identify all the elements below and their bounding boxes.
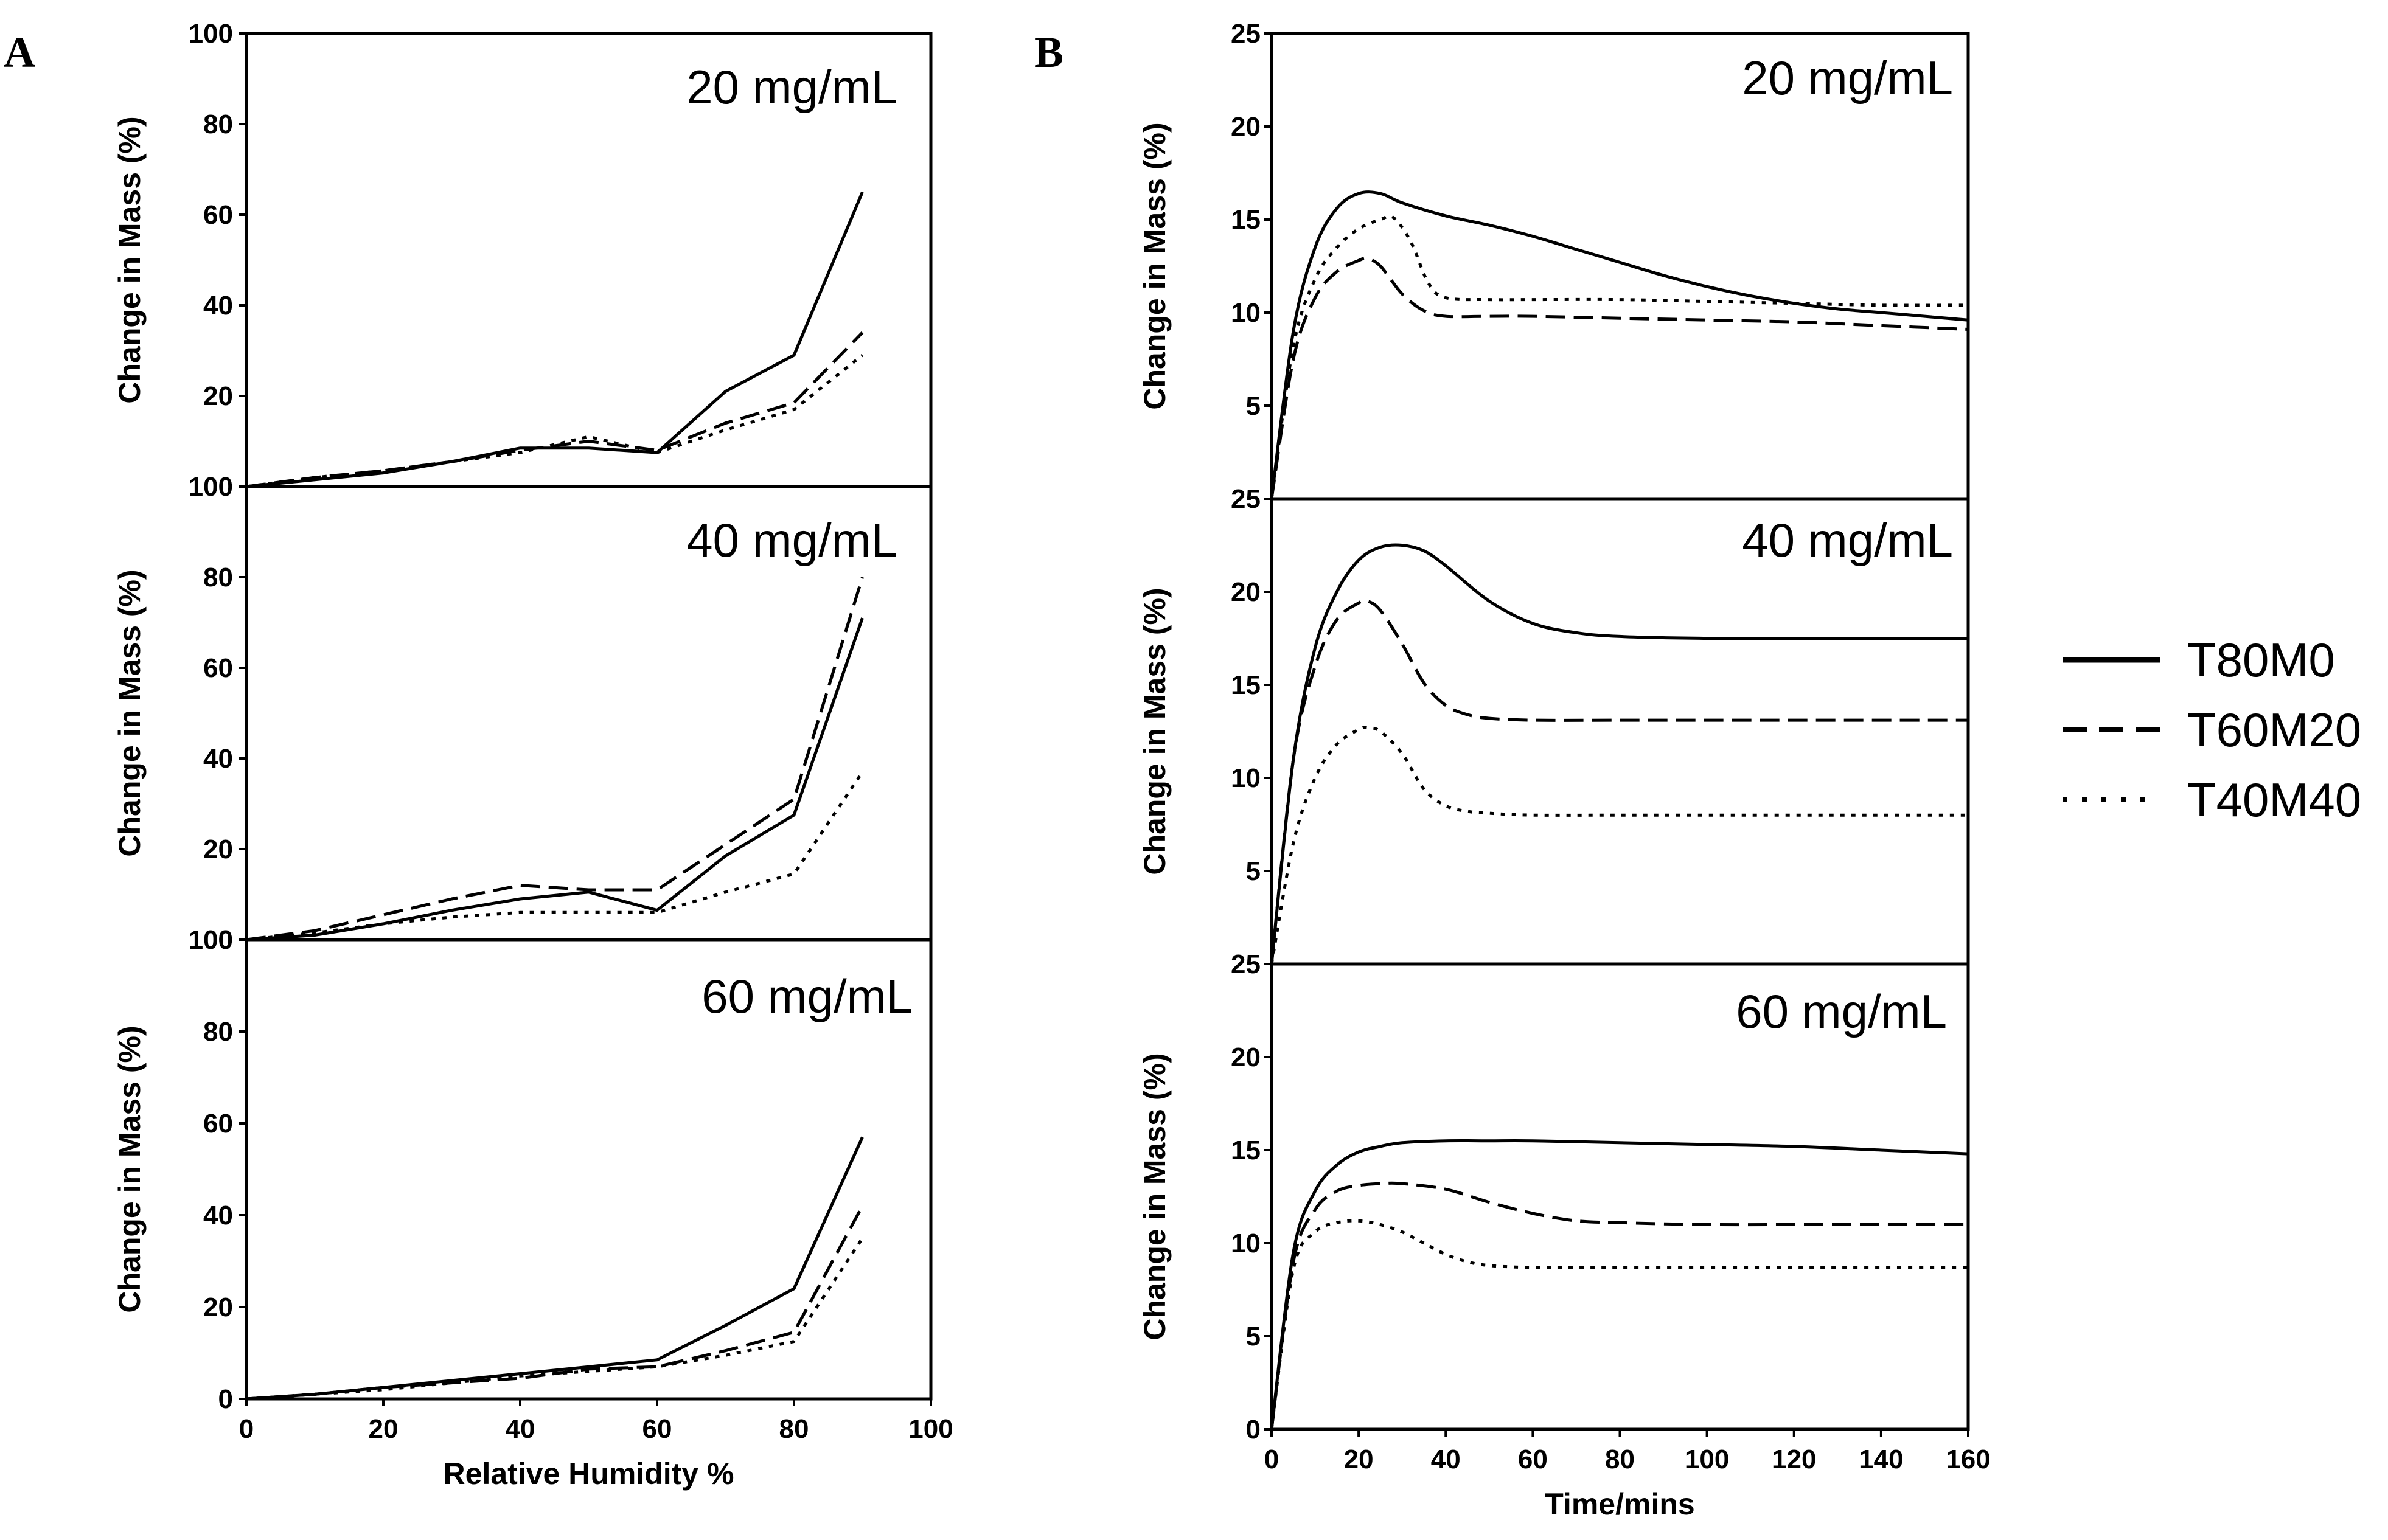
y-tick-label: 40 [203, 1201, 233, 1230]
legend-label-t60m20: T60M20 [2187, 703, 2361, 757]
series-line-t60m20 [246, 331, 864, 488]
y-tick-label: 80 [203, 1017, 233, 1047]
y-tick-label: 20 [203, 834, 233, 864]
y-tick-label: 5 [1246, 391, 1261, 421]
y-tick-label: 10 [1231, 763, 1261, 793]
y-tick-label: 60 [203, 1109, 233, 1139]
chart-title: 20 mg/mL [1742, 51, 1953, 105]
series-line-t60m20 [1270, 598, 1968, 965]
chart-title: 40 mg/mL [1742, 513, 1953, 567]
y-tick-label: 20 [1231, 1042, 1261, 1072]
y-tick-label: 5 [1246, 856, 1261, 886]
y-axis-label: Change in Mass (%) [113, 569, 147, 856]
y-tick-label: 60 [203, 200, 233, 230]
panel-label-b: B [1034, 28, 1063, 77]
series-line-t60m20 [1270, 1181, 1968, 1430]
y-tick-label: 100 [189, 925, 233, 955]
series-line-t40m40 [1270, 1219, 1968, 1430]
y-tick-label: 40 [203, 291, 233, 321]
y-tick-label: 80 [203, 109, 233, 139]
series-line-t40m40 [246, 771, 864, 942]
x-tick-label: 40 [1431, 1445, 1461, 1474]
y-axis-label: Change in Mass (%) [113, 1025, 147, 1313]
x-tick-label: 40 [506, 1414, 535, 1444]
y-tick-label: 0 [218, 925, 233, 955]
x-tick-label: 20 [369, 1414, 399, 1444]
x-tick-label: 60 [642, 1414, 672, 1444]
series-line-t60m20 [1270, 257, 1969, 499]
y-tick-label: 100 [189, 472, 233, 502]
y-tick-label: 60 [203, 653, 233, 683]
series-line-t80m0 [1270, 190, 1969, 499]
chart-5: 5 10 15 20 25 Change in Mass (%) 40 mg/mL [1138, 484, 1970, 966]
legend: T80M0 T60M20 T40M40 [2063, 633, 2361, 827]
x-tick-label: 80 [1605, 1445, 1635, 1474]
y-axis-label: Change in Mass (%) [1138, 122, 1172, 409]
y-tick-label: 10 [1231, 1229, 1261, 1258]
x-tick-label: 80 [779, 1414, 809, 1444]
y-tick-label: 100 [189, 19, 233, 49]
series-line-t80m0 [246, 1136, 864, 1401]
plot-frame [245, 938, 933, 1401]
series-line-t40m40 [246, 1237, 864, 1401]
x-tick-label: 100 [908, 1414, 953, 1444]
y-axis-label: Change in Mass (%) [113, 116, 147, 403]
y-tick-label: 25 [1231, 949, 1261, 979]
x-tick-label: 20 [1344, 1445, 1374, 1474]
legend-label-t80m0: T80M0 [2187, 633, 2335, 687]
y-tick-label: 5 [1246, 1322, 1261, 1351]
chart-2: 0 20 40 60 80 100 Change in Mass (%) 40 mg/mL [113, 472, 933, 955]
x-tick-label: 120 [1772, 1445, 1816, 1474]
series-line-t80m0 [246, 617, 864, 942]
chart-title: 60 mg/mL [701, 969, 913, 1023]
y-tick-label: 15 [1231, 670, 1261, 700]
x-tick-label: 0 [1264, 1445, 1279, 1474]
chart-4: 5 10 15 20 25 Change in Mass (%) 20 mg/mL [1138, 19, 1970, 501]
chart-title: 40 mg/mL [686, 513, 897, 567]
series-line-t60m20 [246, 577, 864, 942]
y-tick-label: 20 [1231, 112, 1261, 142]
series-line-t40m40 [246, 354, 864, 488]
y-tick-label: 20 [203, 1292, 233, 1322]
chart-1: 20 40 60 80 100 Change in Mass (%) 20 mg/mL [113, 19, 933, 488]
series-line-t40m40 [1270, 726, 1968, 965]
x-tick-label: 60 [1518, 1445, 1548, 1474]
series-line-t80m0 [246, 191, 864, 488]
x-axis-label: Relative Humidity % [444, 1457, 734, 1491]
y-tick-label: 0 [1246, 1415, 1261, 1445]
panel-label-a: A [4, 28, 35, 77]
series-line-t80m0 [1270, 1139, 1969, 1430]
x-tick-label: 0 [239, 1414, 254, 1444]
plot-frame [1270, 497, 1970, 966]
y-tick-label: 25 [1231, 19, 1261, 49]
y-tick-label: 15 [1231, 205, 1261, 235]
y-tick-label: 80 [203, 563, 233, 592]
x-tick-label: 140 [1859, 1445, 1903, 1474]
y-tick-label: 20 [203, 381, 233, 411]
y-tick-label: 25 [1231, 484, 1261, 514]
chart-6: 0 5 10 15 20 25 0 20 40 60 80 100 120 140 160 Change in… [1138, 949, 1991, 1521]
x-tick-label: 100 [1685, 1445, 1729, 1474]
chart-title: 20 mg/mL [686, 60, 897, 114]
y-axis-label: Change in Mass (%) [1138, 588, 1172, 875]
y-tick-label: 40 [203, 744, 233, 774]
legend-label-t40m40: T40M40 [2187, 773, 2361, 827]
y-tick-label: 20 [1231, 577, 1261, 607]
y-tick-label: 15 [1231, 1136, 1261, 1165]
x-axis-label: Time/mins [1545, 1487, 1694, 1521]
y-tick-label: 10 [1231, 298, 1261, 328]
x-tick-label: 160 [1946, 1445, 1990, 1474]
series-line-t40m40 [1270, 214, 1969, 499]
y-axis-label: Change in Mass (%) [1138, 1053, 1172, 1340]
y-tick-label: 0 [218, 1384, 233, 1414]
series-line-t80m0 [1270, 543, 1968, 965]
chart-title: 60 mg/mL [1736, 985, 1947, 1038]
